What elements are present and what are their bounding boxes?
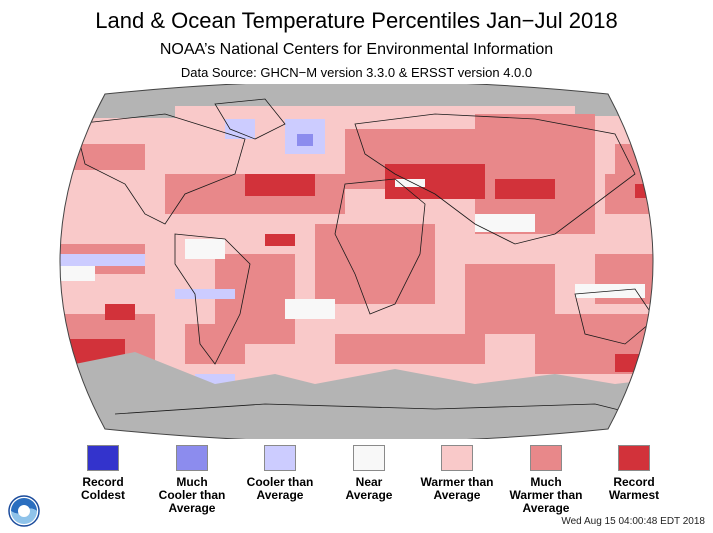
noaa-logo	[8, 495, 40, 527]
legend-label: Warmer than Average	[420, 475, 494, 502]
timestamp: Wed Aug 15 04:00:48 EDT 2018	[561, 516, 705, 527]
data-source-note: Data Source: GHCN−M version 3.3.0 & ERSS…	[180, 65, 533, 80]
legend-item-warmer: Warmer than Average	[410, 445, 504, 502]
much-cooler-regions	[297, 134, 313, 146]
legend-swatch	[441, 445, 473, 471]
cooler-regions	[60, 119, 325, 386]
world-temperature-map	[59, 84, 654, 439]
legend-label: Much Cooler than Average	[158, 475, 226, 515]
legend-label: Record Coldest	[80, 475, 125, 502]
continent-outlines	[74, 98, 653, 420]
legend-item-record-coldest: Record Coldest	[56, 445, 150, 502]
legend-label: Much Warmer than Average	[509, 475, 583, 515]
legend-label: Record Warmest	[608, 475, 660, 502]
map-border	[59, 84, 654, 439]
map-surface	[60, 84, 653, 439]
legend-swatch	[618, 445, 650, 471]
legend-item-cooler: Cooler than Average	[233, 445, 327, 502]
legend-swatch	[353, 445, 385, 471]
legend-item-much-warmer: Much Warmer than Average	[499, 445, 593, 515]
legend-swatch	[530, 445, 562, 471]
legend-swatch	[87, 445, 119, 471]
map-title: Land & Ocean Temperature Percentiles Jan…	[95, 8, 618, 33]
legend-label: Cooler than Average	[246, 475, 314, 502]
legend-item-much-cooler: Much Cooler than Average	[145, 445, 239, 515]
legend-swatch	[264, 445, 296, 471]
legend-swatch	[176, 445, 208, 471]
legend-item-near-average: Near Average	[322, 445, 416, 502]
legend-item-record-warmest: Record Warmest	[587, 445, 681, 502]
legend-label: Near Average	[345, 475, 393, 502]
map-subtitle: NOAA’s National Centers for Environmenta…	[159, 41, 554, 58]
